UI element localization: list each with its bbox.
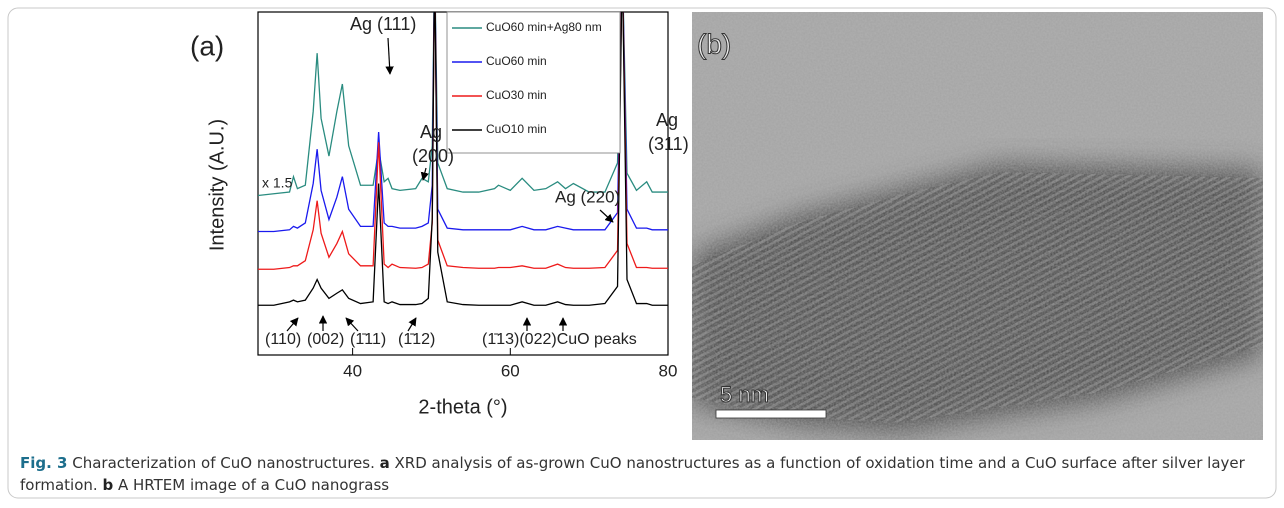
panel-label: (a) bbox=[190, 30, 224, 61]
caption-label: Fig. 3 bbox=[20, 454, 67, 472]
annotation-arrow bbox=[346, 318, 358, 331]
annotation: (1̄12) bbox=[398, 331, 435, 348]
annotation-arrow bbox=[423, 168, 426, 180]
x-tick-label: 80 bbox=[659, 361, 678, 380]
annotation-arrow bbox=[408, 318, 416, 331]
annotation-arrow bbox=[287, 318, 298, 331]
caption: Fig. 3 Characterization of CuO nanostruc… bbox=[20, 452, 1265, 496]
legend-label: CuO10 min bbox=[486, 122, 547, 136]
legend-label: CuO60 min+Ag80 nm bbox=[486, 20, 602, 34]
panel-label: (b) bbox=[697, 28, 731, 59]
annotation: (002) bbox=[307, 331, 344, 348]
scale-bar bbox=[716, 410, 826, 418]
annotation: (1̄11) bbox=[350, 331, 386, 348]
x-axis-label: 2-theta (°) bbox=[418, 396, 507, 418]
annotation: Ag bbox=[656, 110, 678, 130]
annotation: (1̄13)(022)CuO peaks bbox=[482, 331, 637, 348]
annotation: x 1.5 bbox=[262, 175, 293, 191]
legend-label: CuO60 min bbox=[486, 54, 547, 68]
annotation: (200) bbox=[412, 146, 454, 166]
caption-panel-ref: a bbox=[380, 454, 390, 472]
x-tick-label: 40 bbox=[343, 361, 362, 380]
annotation: Ag bbox=[420, 122, 442, 142]
annotation: (311) bbox=[648, 134, 689, 154]
caption-text: A HRTEM image of a CuO nanograss bbox=[113, 476, 389, 494]
annotation: (110) bbox=[265, 331, 301, 348]
caption-text: Characterization of CuO nanostructures. bbox=[67, 454, 379, 472]
annotation: Ag (111) bbox=[350, 14, 416, 34]
annotation: Ag (220) bbox=[555, 187, 620, 206]
y-axis-label: Intensity (A.U.) bbox=[206, 119, 228, 251]
caption-panel-ref: b bbox=[102, 476, 113, 494]
legend-label: CuO30 min bbox=[486, 88, 547, 102]
figure: (b) 5 nm (a) 2-theta (°) Intensity (A.U.… bbox=[0, 0, 1284, 508]
annotation-arrow bbox=[600, 210, 613, 222]
tem-image bbox=[692, 12, 1263, 440]
x-tick-label: 60 bbox=[501, 361, 520, 380]
page: (b) 5 nm (a) 2-theta (°) Intensity (A.U.… bbox=[0, 0, 1284, 508]
scale-bar-label: 5 nm bbox=[720, 382, 769, 407]
annotation-arrow bbox=[388, 38, 390, 74]
